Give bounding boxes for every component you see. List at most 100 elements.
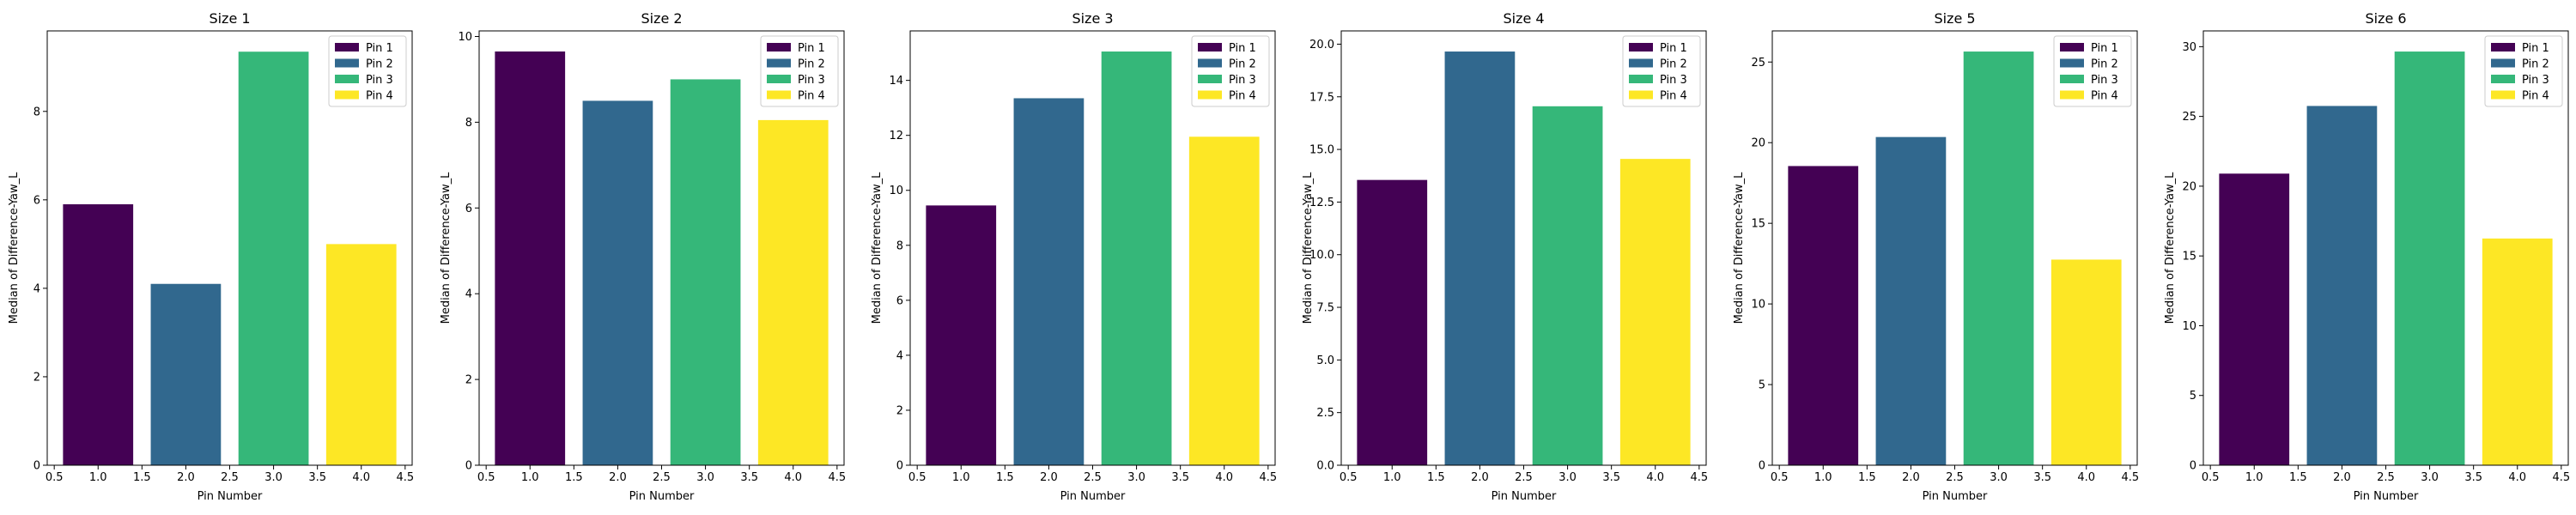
y-tick-label: 2 [465, 374, 472, 387]
bar-pin-4 [757, 119, 829, 465]
legend-swatch [335, 58, 359, 68]
legend-swatch [1198, 43, 1222, 52]
legend-label: Pin 2 [2091, 58, 2118, 71]
x-tick-label: 3.0 [264, 471, 283, 484]
x-axis-label: Pin Number [629, 490, 695, 503]
x-axis-label: Pin Number [2354, 490, 2419, 503]
x-tick-label: 1.5 [565, 471, 583, 484]
y-tick-label: 0 [896, 460, 903, 473]
x-tick-label: 1.0 [2245, 471, 2263, 484]
y-tick-label: 25 [1751, 57, 1765, 70]
legend-box [760, 35, 839, 107]
legend: Pin 1 Pin 2 Pin 3 Pin 4 [2484, 35, 2563, 107]
y-tick-label: 4 [465, 288, 472, 301]
legend-label: Pin 1 [1660, 42, 1687, 55]
x-tick-label: 0.5 [2202, 471, 2220, 484]
x-tick-label: 4.0 [1215, 471, 1233, 484]
y-tick-label: 14 [889, 75, 903, 88]
x-tick-label: 4.5 [828, 471, 846, 484]
bar-pin-1 [1788, 166, 1859, 465]
y-tick-label: 20.0 [1309, 39, 1334, 52]
x-axis-label: Pin Number [1923, 490, 1988, 503]
bar-pin-2 [150, 283, 222, 465]
y-tick-label: 8 [465, 117, 472, 130]
x-tick-label: 1.5 [1858, 471, 1876, 484]
y-axis-label: Median of Difference-Yaw_L [1733, 172, 1746, 324]
bar-pin-1 [63, 203, 134, 465]
x-tick-label: 4.0 [2077, 471, 2095, 484]
x-tick-label: 4.0 [1646, 471, 1664, 484]
legend-label: Pin 3 [798, 74, 825, 87]
x-axis-label: Pin Number [1492, 490, 1557, 503]
y-tick-label: 5.0 [1316, 354, 1334, 367]
subplot-2: 0.5 1.0 1.5 2.0 2.5 3.0 3.5 4.0 4.5 0 2 4 6 8 10 Size 2… [440, 10, 846, 503]
x-tick-label: 2.0 [609, 471, 627, 484]
y-tick-label: 4 [896, 349, 903, 362]
legend-swatch [1198, 75, 1222, 83]
legend-label: Pin 3 [1229, 74, 1256, 87]
bar-pin-2 [1875, 136, 1947, 465]
legend-swatch [767, 43, 791, 52]
legend: Pin 1 Pin 2 Pin 3 Pin 4 [1191, 35, 1270, 107]
legend-label: Pin 1 [798, 42, 825, 55]
y-tick-label: 5 [2190, 390, 2196, 403]
legend-box [1622, 35, 1701, 107]
x-tick-label: 0.5 [1771, 471, 1789, 484]
y-tick-label: 10.0 [1309, 249, 1334, 262]
y-tick-label: 2.5 [1316, 407, 1334, 420]
subplot-title: Size 1 [209, 10, 250, 27]
x-tick-label: 4.5 [1690, 471, 1708, 484]
subplot-title: Size 6 [2365, 10, 2406, 27]
legend-swatch [1629, 75, 1653, 83]
y-tick-label: 30 [2182, 41, 2196, 54]
legend-box [328, 35, 407, 107]
x-axis-label: Pin Number [1060, 490, 1126, 503]
legend-box [1191, 35, 1270, 107]
x-tick-label: 2.5 [1946, 471, 1964, 484]
legend-swatch [767, 75, 791, 83]
legend-label: Pin 3 [366, 74, 393, 87]
x-tick-label: 2.0 [1902, 471, 1920, 484]
x-tick-label: 2.5 [1515, 471, 1533, 484]
legend-swatch [1629, 90, 1653, 100]
y-tick-label: 10 [2182, 320, 2196, 333]
bar-pin-1 [2219, 173, 2290, 465]
subplot-6: 0.5 1.0 1.5 2.0 2.5 3.0 3.5 4.0 4.5 0 5 10 15 20 25 30 S… [2164, 10, 2570, 503]
legend-label: Pin 1 [2522, 42, 2549, 55]
bar-pin-1 [926, 205, 997, 465]
x-tick-label: 1.0 [1814, 471, 1832, 484]
legend-label: Pin 4 [366, 90, 393, 103]
y-tick-label: 25 [2182, 111, 2196, 124]
x-tick-label: 2.5 [1084, 471, 1102, 484]
legend: Pin 1 Pin 2 Pin 3 Pin 4 [1622, 35, 1701, 107]
x-tick-label: 2.5 [221, 471, 239, 484]
legend-swatch [2060, 58, 2084, 68]
legend-swatch [2491, 90, 2515, 100]
legend-swatch [335, 90, 359, 100]
y-tick-label: 15 [1751, 218, 1765, 231]
y-tick-label: 10 [458, 31, 472, 44]
x-tick-label: 1.0 [952, 471, 970, 484]
x-tick-label: 1.5 [1427, 471, 1445, 484]
y-tick-label: 6 [465, 203, 472, 215]
legend-label: Pin 1 [2091, 42, 2118, 55]
legend-box [2484, 35, 2563, 107]
legend-swatch [1198, 90, 1222, 100]
legend: Pin 1 Pin 2 Pin 3 Pin 4 [2053, 35, 2132, 107]
x-tick-label: 3.0 [696, 471, 714, 484]
bar-pin-4 [2482, 238, 2553, 465]
x-tick-label: 3.5 [1602, 471, 1620, 484]
legend-swatch [335, 75, 359, 83]
bar-pin-4 [1619, 159, 1691, 465]
x-tick-label: 0.5 [46, 471, 64, 484]
subplot-title: Size 2 [641, 10, 682, 27]
legend-label: Pin 4 [1660, 90, 1687, 103]
subplot-title: Size 5 [1934, 10, 1975, 27]
bar-pin-3 [1532, 106, 1603, 465]
x-tick-label: 3.5 [2464, 471, 2482, 484]
x-tick-label: 1.5 [2289, 471, 2307, 484]
x-tick-label: 2.5 [2377, 471, 2395, 484]
x-tick-label: 4.0 [2508, 471, 2526, 484]
y-tick-label: 2 [33, 371, 40, 384]
